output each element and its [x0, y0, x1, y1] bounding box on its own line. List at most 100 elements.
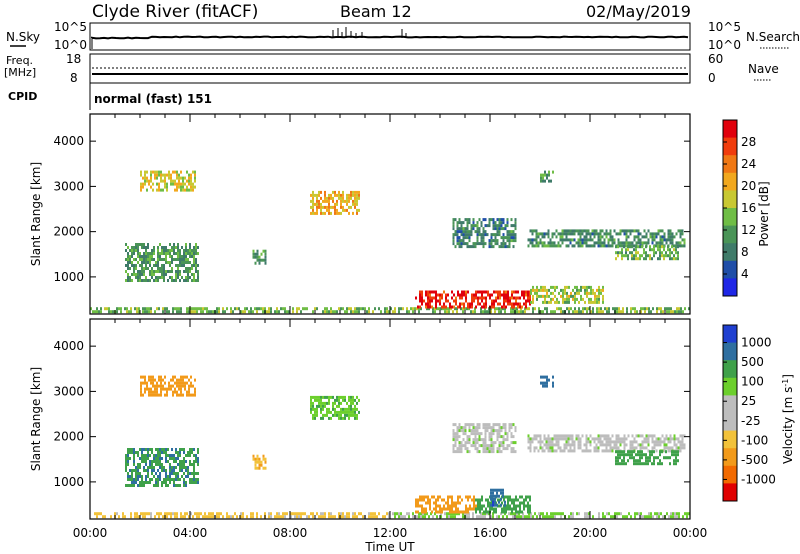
range-cell — [528, 515, 530, 519]
range-cell — [683, 244, 686, 248]
y-tick-label: 2000 — [53, 225, 84, 239]
range-cell — [583, 229, 586, 233]
range-cell — [561, 238, 564, 242]
range-cell — [577, 446, 580, 450]
range-cell — [161, 246, 163, 249]
range-cell — [581, 449, 584, 453]
range-cell — [493, 302, 495, 306]
range-cell — [332, 310, 334, 314]
range-cell — [437, 299, 439, 303]
range-cell — [320, 395, 322, 399]
range-cell — [571, 449, 574, 453]
range-cell — [314, 407, 316, 411]
range-cell — [338, 398, 340, 402]
range-cell — [334, 401, 336, 405]
range-cell — [110, 310, 112, 314]
range-cell — [153, 279, 155, 282]
range-cell — [550, 285, 552, 289]
range-cell — [573, 244, 576, 248]
range-cell — [570, 294, 572, 298]
range-cell — [148, 393, 150, 397]
range-cell — [454, 515, 456, 519]
range-cell — [607, 440, 610, 444]
range-cell — [574, 297, 576, 301]
range-cell — [140, 384, 142, 388]
range-cell — [537, 434, 540, 438]
range-cell — [150, 381, 152, 385]
range-cell — [542, 294, 544, 298]
range-cell — [441, 305, 443, 309]
range-cell — [561, 241, 564, 245]
range-cell — [144, 170, 146, 174]
range-cell — [208, 515, 210, 519]
range-cell — [187, 276, 189, 279]
range-cell — [553, 241, 556, 245]
range-cell — [525, 305, 527, 309]
range-cell — [179, 252, 181, 255]
range-cell — [596, 288, 598, 292]
range-cell — [145, 252, 147, 255]
range-cell — [186, 512, 188, 516]
range-cell — [640, 512, 642, 516]
range-cell — [502, 447, 505, 451]
range-cell — [530, 300, 532, 304]
range-cell — [189, 249, 191, 252]
range-cell — [431, 305, 433, 309]
range-cell — [599, 244, 602, 248]
range-cell — [590, 310, 592, 314]
range-cell — [392, 512, 394, 516]
range-cell — [135, 264, 137, 267]
range-cell — [467, 507, 469, 511]
range-cell — [581, 232, 584, 236]
range-cell — [553, 437, 556, 441]
range-cell — [162, 387, 164, 391]
range-cell — [657, 437, 660, 441]
range-cell — [467, 495, 469, 499]
range-cell — [326, 307, 328, 311]
range-cell — [539, 434, 542, 438]
range-cell — [188, 173, 190, 177]
range-cell — [614, 512, 616, 516]
range-cell — [316, 208, 318, 212]
range-cell — [328, 416, 330, 420]
range-cell — [439, 510, 441, 514]
range-cell — [338, 196, 340, 200]
range-cell — [595, 437, 598, 441]
range-cell — [645, 245, 647, 249]
range-cell — [156, 176, 158, 180]
range-cell — [460, 444, 463, 448]
range-cell — [657, 456, 659, 460]
range-cell — [146, 188, 148, 192]
range-cell — [542, 515, 544, 519]
range-cell — [167, 270, 169, 273]
range-cell — [171, 267, 173, 270]
range-cell — [334, 410, 336, 414]
range-cell — [386, 307, 388, 311]
range-cell — [671, 238, 674, 242]
range-cell — [139, 255, 141, 258]
range-cell — [417, 504, 419, 508]
range-cell — [531, 437, 534, 441]
range-cell — [667, 449, 670, 453]
range-cell — [193, 478, 195, 481]
range-cell — [584, 515, 586, 519]
range-cell — [665, 238, 668, 242]
range-cell — [558, 291, 560, 295]
range-cell — [604, 307, 606, 311]
range-cell — [404, 515, 406, 519]
range-cell — [194, 378, 196, 382]
range-cell — [529, 510, 531, 514]
range-cell — [681, 229, 684, 233]
range-cell — [676, 515, 678, 519]
range-cell — [475, 507, 477, 511]
range-cell — [659, 462, 661, 466]
range-cell — [145, 279, 147, 282]
range-cell — [435, 302, 437, 306]
range-cell — [336, 199, 338, 203]
range-cell — [504, 447, 507, 451]
range-cell — [669, 446, 672, 450]
nsearch-tick-bottom: 10^0 — [708, 38, 741, 52]
range-cell — [499, 290, 501, 294]
range-cell — [591, 229, 594, 233]
range-cell — [278, 512, 280, 516]
